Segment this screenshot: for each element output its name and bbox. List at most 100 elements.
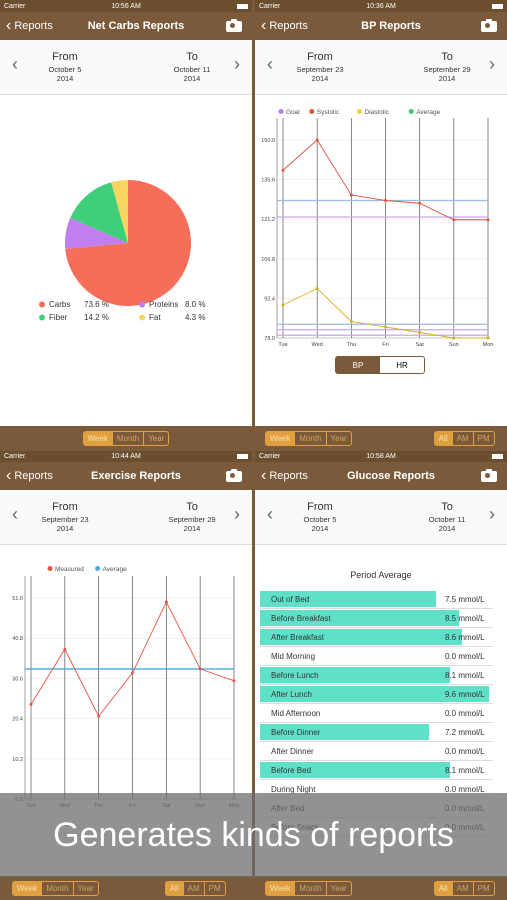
legend-value-proteins: 8.0 % — [185, 300, 205, 309]
battery-icon — [492, 453, 503, 459]
section-title: Period Average — [350, 570, 412, 580]
camera-icon[interactable] — [226, 468, 242, 482]
x-tick-label: Wed — [312, 342, 323, 348]
tab-year[interactable]: Year — [148, 434, 165, 443]
legend-label-goal: Goal — [286, 109, 300, 116]
y-tick-label: 10.2 — [12, 757, 23, 763]
row-label: Before Bed — [271, 766, 312, 775]
carrier-label: Carrier — [4, 452, 26, 460]
status-bar: Carrier 10:36 AM — [255, 0, 507, 12]
x-tick-label: Tue — [278, 342, 287, 348]
tab-all[interactable]: All — [434, 432, 453, 445]
tab-month[interactable]: Month — [113, 432, 145, 445]
status-bar: Carrier 10:58 AM — [255, 450, 507, 462]
data-point-systolic — [486, 218, 490, 222]
row-label: Before Lunch — [271, 671, 319, 680]
y-tick-label: 92.4 — [264, 296, 275, 302]
list-item: Before Breakfast 8.5 mmol/L — [260, 609, 493, 628]
level-bar — [260, 629, 462, 645]
prev-period-icon[interactable]: ‹ — [267, 504, 273, 524]
row-value: 0.0 mmol/L — [445, 709, 485, 718]
list-item: Before Bed 8.1 mmol/L — [260, 761, 493, 780]
level-bar — [260, 762, 451, 778]
bp-toggle-button[interactable]: BP — [336, 357, 380, 373]
tab-pm[interactable]: PM — [477, 434, 490, 443]
y-tick-label: 30.6 — [12, 676, 23, 682]
legend-label-diastolic: Diastolic — [364, 109, 389, 116]
from-date: From September 23 2014 — [41, 501, 89, 533]
row-label: During Night — [271, 785, 316, 794]
prev-period-icon[interactable]: ‹ — [267, 54, 273, 74]
camera-icon[interactable] — [226, 18, 242, 32]
prev-period-icon[interactable]: ‹ — [12, 54, 18, 74]
tab-week[interactable]: Week — [266, 432, 296, 445]
tab-week[interactable]: Week — [83, 432, 113, 445]
data-point-measured — [232, 679, 236, 683]
legend-label-proteins: Proteins — [149, 300, 178, 309]
tab-month[interactable]: Month — [295, 432, 327, 445]
tab-week[interactable]: Week — [13, 881, 43, 895]
chevron-left-icon: ‹ — [6, 467, 12, 484]
camera-icon[interactable] — [481, 18, 497, 32]
level-bar — [260, 591, 437, 607]
legend-value-fiber: 14.2 % — [84, 313, 109, 322]
date-range: ‹ From September 23 2014 To September 29 2… — [0, 490, 252, 545]
data-point-systolic — [349, 193, 353, 197]
battery-icon — [237, 3, 248, 9]
data-point-diastolic — [384, 325, 387, 329]
from-date: From September 23 2014 — [296, 51, 344, 83]
pie-slice-fiber — [70, 182, 128, 243]
next-period-icon[interactable]: › — [234, 504, 240, 524]
tab-all[interactable]: All — [434, 881, 453, 895]
tab-week[interactable]: Week — [266, 881, 296, 895]
data-point-diastolic — [452, 336, 456, 340]
row-label: After Lunch — [271, 690, 312, 699]
tab-am[interactable]: AM — [453, 881, 474, 895]
tab-year[interactable]: Year — [330, 434, 347, 443]
row-value: 9.6 mmol/L — [445, 690, 485, 699]
back-button[interactable]: ‹ Reports — [6, 17, 53, 34]
hr-toggle-button[interactable]: HR — [396, 360, 408, 370]
promo-banner: Generates kinds of reports — [0, 793, 507, 877]
tab-year[interactable]: Year — [330, 883, 347, 893]
net-carbs-screen: Carrier 10:56 AM ‹ Reports Net Carbs Repo… — [0, 0, 252, 450]
list-item: Mid Morning 0.0 mmol/L — [260, 647, 493, 666]
tab-pm[interactable]: PM — [208, 883, 221, 893]
legend-label-carbs: Carbs — [49, 300, 70, 309]
from-date: From October 5 2014 — [303, 501, 337, 533]
carrier-label: Carrier — [259, 452, 281, 460]
next-period-icon[interactable]: › — [489, 504, 495, 524]
pie-slice-proteins — [65, 217, 128, 249]
legend-value-carbs: 73.6 % — [84, 300, 109, 309]
legend-label-average: Average — [103, 566, 127, 573]
next-period-icon[interactable]: › — [234, 54, 240, 74]
prev-period-icon[interactable]: ‹ — [12, 504, 18, 524]
list-item: Before Lunch 8.1 mmol/L — [260, 666, 493, 685]
tab-month[interactable]: Month — [295, 881, 327, 895]
tab-pm[interactable]: PM — [477, 883, 490, 893]
legend-swatch-proteins — [139, 301, 145, 308]
data-point-diastolic — [315, 287, 319, 290]
legend-label-fiber: Fiber — [49, 313, 68, 322]
carrier-label: Carrier — [4, 2, 26, 10]
tab-am[interactable]: AM — [184, 881, 205, 895]
date-range: ‹ From September 23 2014 To September 29 2… — [255, 40, 507, 95]
row-label: After Breakfast — [271, 633, 324, 642]
legend-swatch-diastolic — [356, 109, 362, 114]
back-button[interactable]: ‹ Reports — [6, 467, 53, 484]
tab-month[interactable]: Month — [42, 881, 74, 895]
row-value: 0.0 mmol/L — [445, 652, 485, 661]
x-tick-label: Fri — [382, 342, 388, 348]
tab-all[interactable]: All — [165, 881, 184, 895]
back-button[interactable]: ‹ Reports — [261, 467, 308, 484]
battery-icon — [237, 453, 248, 459]
row-value: 8.6 mmol/L — [445, 633, 485, 642]
tab-am[interactable]: AM — [453, 432, 474, 445]
nav-bar: ‹ Reports Glucose Reports — [255, 462, 507, 490]
camera-icon[interactable] — [481, 468, 497, 482]
next-period-icon[interactable]: › — [489, 54, 495, 74]
tab-year[interactable]: Year — [77, 883, 94, 893]
back-button[interactable]: ‹ Reports — [261, 17, 308, 34]
legend-swatch-average — [95, 566, 101, 571]
row-value: 7.2 mmol/L — [445, 728, 485, 737]
